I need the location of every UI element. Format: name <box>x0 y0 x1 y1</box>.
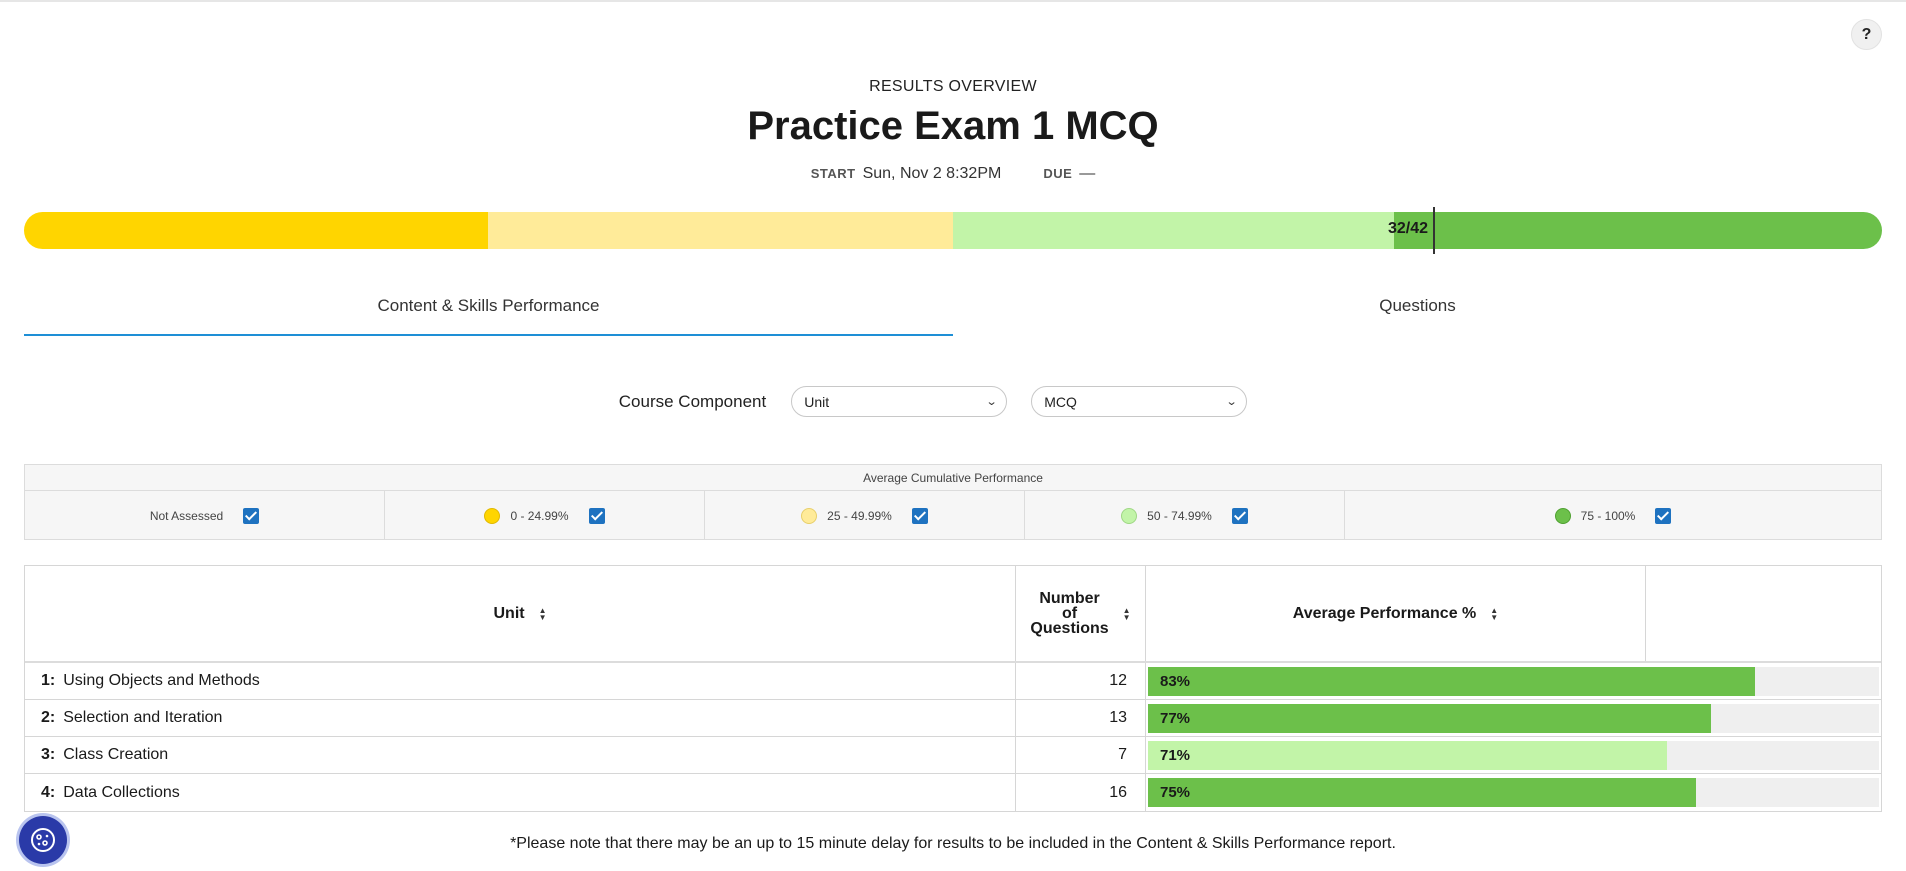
top-divider <box>0 0 1906 2</box>
performance-bar: 83% <box>1148 666 1755 696</box>
light-green-dot-icon <box>1121 507 1138 524</box>
range-segment-0-25 <box>24 212 488 249</box>
legend-label: 25 - 49.99% <box>827 508 892 523</box>
checkbox-checked-icon[interactable] <box>1231 507 1248 524</box>
performance-legend: Average Cumulative Performance Not Asses… <box>24 464 1882 540</box>
page-eyebrow: RESULTS OVERVIEW <box>869 78 1037 95</box>
cookie-settings-icon <box>31 828 55 852</box>
legend-title: Average Cumulative Performance <box>25 465 1881 491</box>
unit-name: Selection and Iteration <box>63 709 223 726</box>
chevron-down-icon: ⌄ <box>985 396 998 408</box>
legend-label: 0 - 24.99% <box>510 508 569 523</box>
exam-dates: START Sun, Nov 2 8:32PM DUE — <box>0 165 1906 183</box>
unit-name: Class Creation <box>63 746 169 763</box>
performance-bar-track: 71% <box>1148 740 1879 770</box>
tab-questions[interactable]: Questions <box>1379 296 1456 315</box>
unit-number: 4: <box>41 783 56 801</box>
question-count: 12 <box>1016 663 1146 699</box>
score-fill <box>1394 212 1434 249</box>
table-row[interactable]: 4: Data Collections 16 75% <box>25 774 1881 811</box>
performance-bar: 77% <box>1148 703 1711 733</box>
help-button[interactable]: ? <box>1851 19 1882 50</box>
table-row[interactable]: 3: Class Creation 7 71% <box>25 737 1881 774</box>
unit-number: 3: <box>41 746 56 763</box>
sort-icon: ▲ ▼ <box>1490 605 1499 622</box>
table-row[interactable]: 2: Selection and Iteration 13 77% <box>25 700 1881 737</box>
checkbox-checked-icon[interactable] <box>243 507 260 524</box>
performance-bar: 75% <box>1148 778 1697 807</box>
column-header-number-of-questions[interactable]: Number of Questions ▲ ▼ <box>1016 566 1146 661</box>
question-icon: ? <box>1861 25 1872 43</box>
range-segment-25-50 <box>488 212 953 249</box>
unit-select[interactable]: Unit ⌄ <box>791 386 1008 417</box>
legend-label: Not Assessed <box>149 508 224 523</box>
sort-icon: ▲ ▼ <box>538 605 547 622</box>
cookie-settings-button[interactable] <box>19 816 67 864</box>
green-dot-icon <box>1554 507 1571 524</box>
legend-label: 75 - 100% <box>1580 508 1636 523</box>
tab-bar: Content & Skills Performance Questions <box>24 280 1882 336</box>
filter-bar: Course Component Unit ⌄ MCQ ⌄ <box>0 386 1906 417</box>
score-marker <box>1433 207 1435 254</box>
performance-bar: 71% <box>1148 740 1667 770</box>
legend-item-25-50: 25 - 49.99% <box>705 491 1025 540</box>
table-row[interactable]: 1: Using Objects and Methods 12 83% <box>25 663 1881 700</box>
results-header: RESULTS OVERVIEW Practice Exam 1 MCQ STA… <box>0 78 1906 183</box>
sort-icon: ▲ ▼ <box>1122 605 1131 622</box>
unit-number: 2: <box>41 709 56 726</box>
range-segment-50-75 <box>953 212 1418 249</box>
unit-number: 1: <box>41 672 56 689</box>
table-header: Unit ▲ ▼ Number of Questions ▲ ▼ Average P… <box>25 566 1881 663</box>
page-title: Practice Exam 1 MCQ <box>747 104 1159 148</box>
start-value: Sun, Nov 2 8:32PM <box>862 165 1002 182</box>
start-label: START <box>810 166 856 181</box>
unit-name: Data Collections <box>63 783 180 801</box>
unit-select-value: Unit <box>804 393 830 410</box>
range-segment-75-100 <box>1418 212 1882 249</box>
legend-item-75-100: 75 - 100% <box>1345 491 1881 540</box>
unit-performance-table: Unit ▲ ▼ Number of Questions ▲ ▼ Average P… <box>24 565 1882 812</box>
report-delay-footnote: *Please note that there may be an up to … <box>510 835 1396 852</box>
question-count: 13 <box>1016 700 1146 736</box>
legend-label: 50 - 74.99% <box>1147 508 1212 523</box>
due-label: DUE <box>1043 166 1073 181</box>
legend-item-50-75: 50 - 74.99% <box>1025 491 1345 540</box>
tab-content-skills-performance[interactable]: Content & Skills Performance <box>24 280 953 336</box>
question-type-select-value: MCQ <box>1044 393 1077 410</box>
chevron-down-icon: ⌄ <box>1225 396 1238 408</box>
yellow-dot-icon <box>484 507 501 524</box>
unit-name: Using Objects and Methods <box>63 672 260 689</box>
performance-bar-track: 75% <box>1148 778 1879 807</box>
score-progress-bar <box>24 212 1882 249</box>
course-component-label: Course Component <box>618 391 767 411</box>
question-type-select[interactable]: MCQ ⌄ <box>1031 386 1248 417</box>
checkbox-checked-icon[interactable] <box>1655 507 1672 524</box>
score-text: 32/42 <box>1387 220 1428 237</box>
due-value: — <box>1079 165 1096 182</box>
question-count: 16 <box>1016 774 1146 811</box>
question-count: 7 <box>1016 737 1146 773</box>
light-yellow-dot-icon <box>801 507 818 524</box>
column-header-average-performance[interactable]: Average Performance % ▲ ▼ <box>1146 566 1646 661</box>
legend-item-not-assessed: Not Assessed <box>25 491 385 540</box>
performance-bar-track: 83% <box>1148 666 1879 696</box>
checkbox-checked-icon[interactable] <box>911 507 928 524</box>
legend-item-0-25: 0 - 24.99% <box>385 491 705 540</box>
column-header-unit[interactable]: Unit ▲ ▼ <box>25 566 1016 661</box>
performance-bar-track: 77% <box>1148 703 1879 733</box>
column-header-empty <box>1646 566 1881 661</box>
checkbox-checked-icon[interactable] <box>588 507 605 524</box>
